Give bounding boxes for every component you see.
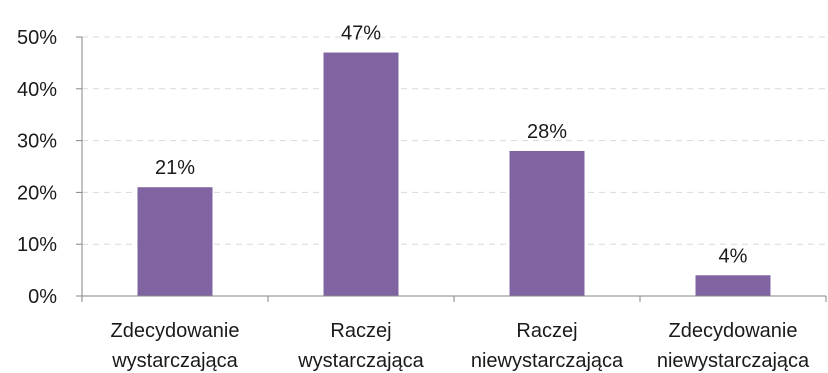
bar-data-label: 47% bbox=[341, 23, 381, 45]
category-label: niewystarczająca bbox=[657, 350, 810, 372]
category-label: Raczej bbox=[516, 320, 577, 342]
bars bbox=[137, 52, 771, 296]
y-tick-label: 40% bbox=[17, 79, 57, 101]
category-label: Raczej bbox=[330, 320, 391, 342]
y-tick-label: 0% bbox=[28, 286, 57, 308]
category-label: wystarczająca bbox=[297, 350, 424, 372]
y-axis-tick-labels: 0% 10% 20% 30% 40% 50% bbox=[17, 27, 57, 308]
bar-data-label: 28% bbox=[527, 121, 567, 143]
bar bbox=[509, 150, 585, 296]
category-label: wystarczająca bbox=[111, 350, 238, 372]
category-label: Zdecydowanie bbox=[111, 320, 240, 342]
data-labels: 21% 47% 28% 4% bbox=[155, 23, 748, 268]
y-tick-label: 10% bbox=[17, 234, 57, 256]
x-axis-category-labels: Zdecydowanie wystarczająca Raczej wystarcza… bbox=[111, 320, 810, 372]
bar bbox=[323, 52, 399, 296]
category-label: niewystarczająca bbox=[471, 350, 624, 372]
y-tick-label: 50% bbox=[17, 27, 57, 49]
bar-data-label: 21% bbox=[155, 157, 195, 179]
axes bbox=[76, 36, 827, 302]
category-label: Zdecydowanie bbox=[669, 320, 798, 342]
bar bbox=[137, 187, 213, 296]
bar-data-label: 4% bbox=[719, 245, 748, 267]
bar bbox=[695, 275, 771, 296]
y-tick-label: 20% bbox=[17, 182, 57, 204]
y-tick-label: 30% bbox=[17, 131, 57, 153]
